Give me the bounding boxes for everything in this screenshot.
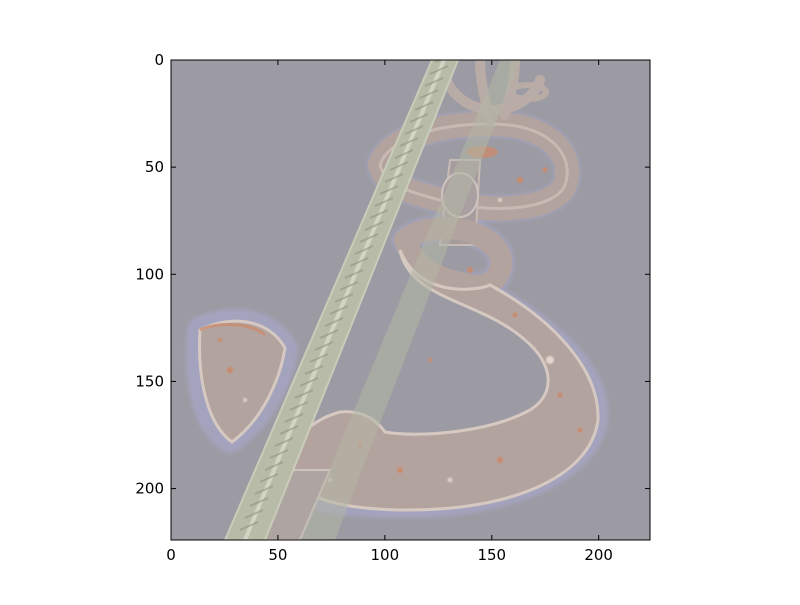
cable-twist-mark xyxy=(374,197,394,207)
hook-image xyxy=(171,60,650,540)
cable-twist-mark xyxy=(334,293,354,303)
cable-twist-mark xyxy=(249,497,269,507)
y-axis: 0 50 100 150 200 xyxy=(135,51,650,498)
x-tick-label: 150 xyxy=(477,546,506,564)
cable-twist-mark xyxy=(264,461,284,471)
y-tick-label: 50 xyxy=(145,158,164,176)
cable-twist-mark xyxy=(394,149,414,159)
cable-twist-mark xyxy=(349,257,369,267)
cable-twist-mark xyxy=(309,353,329,363)
cable-twist-mark xyxy=(274,437,294,447)
x-tick-label: 200 xyxy=(584,546,613,564)
cable-twist-mark xyxy=(419,89,439,99)
cable-twist-mark xyxy=(409,113,429,123)
cable-twist-mark xyxy=(339,281,359,291)
upper-ring xyxy=(368,112,580,221)
cable-twist-mark xyxy=(269,449,289,459)
cable-twist-mark xyxy=(344,269,364,279)
x-tick-label: 100 xyxy=(371,546,400,564)
cable-twist-mark xyxy=(314,341,334,351)
cable-twist-mark xyxy=(319,329,339,339)
y-tick-label: 100 xyxy=(135,265,164,283)
cable-twist-mark xyxy=(279,425,299,435)
y-tick-label: 150 xyxy=(135,372,164,390)
x-axis: 0 50 100 150 200 xyxy=(166,60,613,564)
cable-twist-mark xyxy=(379,185,399,195)
cable-twist-mark xyxy=(294,389,314,399)
cable-twist-mark xyxy=(414,101,434,111)
cable-twist-mark xyxy=(384,173,404,183)
cable-twist-mark xyxy=(299,377,319,387)
cable-twist-mark xyxy=(244,509,264,519)
cable-twist-mark xyxy=(389,161,409,171)
x-tick-label: 50 xyxy=(268,546,287,564)
x-tick-label: 0 xyxy=(166,546,176,564)
cable-twist-mark xyxy=(424,77,444,87)
cable-twist-mark xyxy=(289,401,309,411)
cable-twist-mark xyxy=(404,125,424,135)
cable-twist-mark xyxy=(259,473,279,483)
cable-twist-mark xyxy=(399,137,419,147)
cable-twist-mark xyxy=(329,305,349,315)
cable-twists xyxy=(239,60,449,531)
cable-twist-mark xyxy=(434,60,442,63)
cable-twist-mark xyxy=(364,221,384,231)
cable-twist-mark xyxy=(354,245,374,255)
cable-twist-mark xyxy=(254,485,274,495)
y-tick-label: 0 xyxy=(154,51,164,69)
cable-twist-mark xyxy=(369,209,389,219)
y-tick-label: 200 xyxy=(135,480,164,498)
cable-twist-mark xyxy=(284,413,304,423)
cable-twist-mark xyxy=(359,233,379,243)
cable-twist-mark xyxy=(304,365,324,375)
cable-twist-mark xyxy=(429,65,449,75)
axes-frame xyxy=(170,59,651,541)
cable-twist-mark xyxy=(239,521,259,531)
cable-twist-mark xyxy=(324,317,344,327)
